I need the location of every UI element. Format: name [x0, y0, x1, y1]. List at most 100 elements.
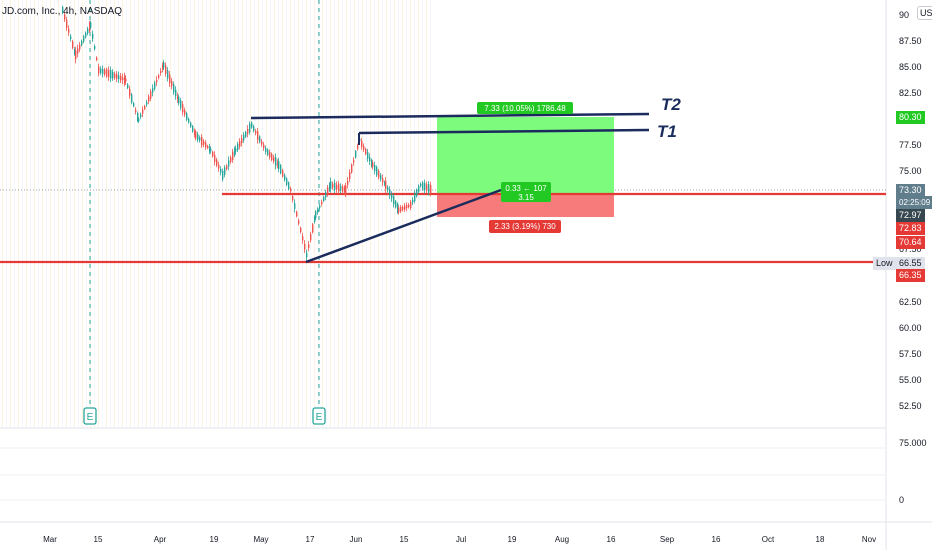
candle-body — [420, 183, 422, 187]
session-band — [322, 0, 323, 428]
candle-body — [382, 178, 384, 183]
time-axis-label: Sep — [660, 535, 675, 544]
session-band — [114, 0, 115, 428]
candle-body — [188, 118, 190, 123]
t1-label[interactable]: T1 — [657, 122, 677, 141]
candle-body — [186, 113, 188, 120]
candle-body — [277, 162, 279, 165]
earnings-marker[interactable]: E — [83, 407, 97, 425]
candle-body — [90, 22, 92, 28]
candle-body — [321, 201, 323, 205]
candle-body — [347, 181, 349, 185]
session-band — [294, 0, 295, 428]
session-band — [394, 0, 395, 428]
t2-trend-line[interactable] — [250, 112, 650, 120]
candle-body — [190, 122, 192, 127]
candle-body — [365, 148, 367, 155]
candle-body — [418, 186, 420, 192]
session-band — [186, 0, 187, 428]
candle-body — [79, 44, 81, 50]
session-band — [6, 0, 7, 428]
candle-body — [336, 184, 338, 190]
session-band — [134, 0, 135, 428]
target-price-tag: 80.30 — [896, 111, 925, 124]
candle-body — [216, 159, 218, 166]
candle-body — [106, 69, 108, 77]
candle-body — [209, 146, 211, 152]
candle-body — [271, 153, 273, 161]
candle-body — [127, 84, 129, 89]
currency-button[interactable]: USD — [917, 6, 932, 20]
time-axis-label: Aug — [555, 535, 569, 544]
candle-body — [327, 187, 329, 195]
t2-label[interactable]: T2 — [661, 95, 681, 114]
candle-body — [284, 175, 286, 180]
earnings-marker[interactable]: E — [312, 407, 326, 425]
session-band — [262, 0, 263, 428]
session-band — [138, 0, 139, 428]
candle-body — [171, 80, 173, 87]
candle-body — [125, 78, 127, 82]
chart-title[interactable]: JD.com, Inc., 4h, NASDAQ — [2, 6, 123, 17]
candle-body — [315, 211, 317, 219]
candle-body — [135, 109, 137, 112]
candle-body — [129, 88, 131, 96]
t1-trend-line[interactable] — [358, 128, 650, 135]
candle-body — [114, 73, 116, 78]
candle-body — [74, 48, 76, 55]
candle-body — [410, 201, 412, 209]
time-axis-label: 17 — [306, 535, 315, 544]
candle-body — [247, 128, 249, 134]
candle-body — [138, 118, 140, 122]
candle-body — [199, 137, 201, 141]
price-axis[interactable]: 90 87.50 85.00 82.50 77.50 75.00 67.50 6… — [899, 10, 927, 505]
time-axis-label: Mar — [43, 535, 57, 544]
session-band — [222, 0, 223, 428]
session-band — [210, 0, 211, 428]
candle-body — [338, 183, 340, 192]
session-band — [266, 0, 267, 428]
candle-body — [374, 165, 376, 172]
candle-body — [72, 41, 74, 48]
candle-body — [371, 159, 373, 167]
candle-body — [393, 196, 395, 205]
candle-body — [87, 28, 89, 34]
session-band — [106, 0, 107, 428]
rising-trend-line[interactable] — [305, 188, 502, 264]
time-axis-label: 15 — [94, 535, 103, 544]
candle-body — [118, 75, 120, 80]
candle-body — [402, 206, 404, 210]
candle-body — [397, 203, 399, 213]
session-band — [78, 0, 79, 428]
candle-body — [416, 189, 418, 197]
candle-body — [100, 68, 102, 73]
stop-bottom-tag: 70.64 — [896, 236, 925, 249]
time-axis-label: Jul — [456, 535, 466, 544]
candle-body — [77, 48, 79, 54]
candle-body — [201, 136, 203, 146]
session-band — [338, 0, 339, 428]
candle-body — [340, 186, 342, 191]
session-band — [402, 0, 403, 428]
stop-top-tag: 72.83 — [896, 222, 925, 235]
indicator-axis-label: 75.000 — [899, 438, 927, 448]
session-band — [30, 0, 31, 428]
session-band — [382, 0, 383, 428]
candle-body — [162, 64, 164, 70]
session-band — [166, 0, 167, 428]
candle-body — [428, 184, 430, 193]
candle-body — [89, 22, 91, 32]
loss-zone[interactable] — [437, 194, 614, 217]
candle-body — [235, 148, 237, 152]
time-axis[interactable]: Mar 15 Apr 19 May 17 Jun 15 Jul 19 Aug 1… — [43, 535, 876, 544]
candle-body — [319, 205, 321, 209]
candle-body — [257, 131, 259, 141]
candle-body — [81, 41, 83, 45]
indicator-axis-label: 0 — [899, 495, 904, 505]
candle-body — [165, 65, 167, 74]
candle-body — [64, 14, 66, 20]
session-band — [334, 0, 335, 428]
candle-body — [239, 140, 241, 147]
session-band — [354, 0, 355, 428]
